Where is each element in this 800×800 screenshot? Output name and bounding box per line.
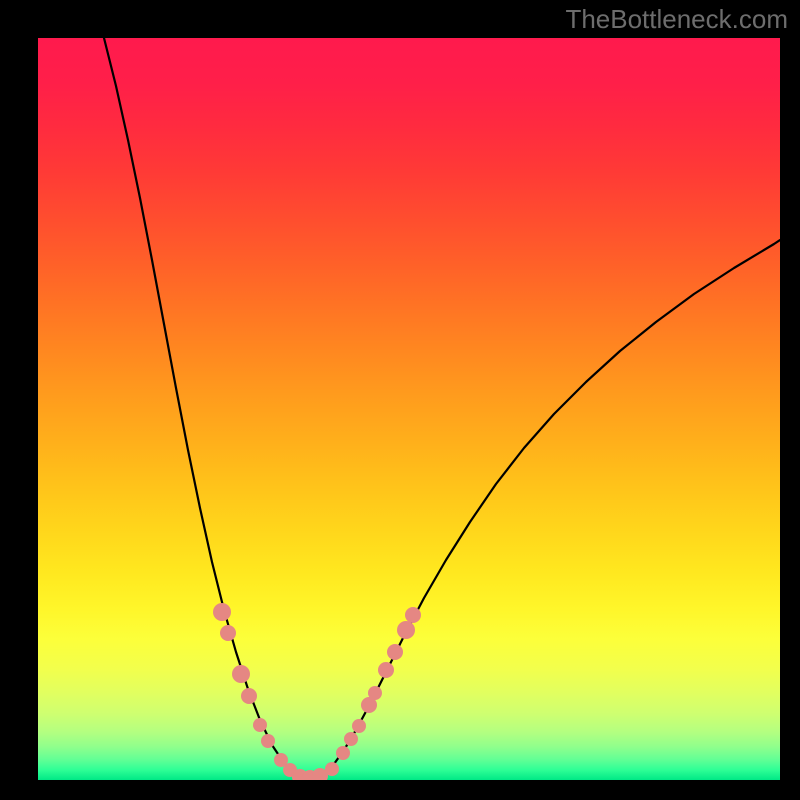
chart-stage: TheBottleneck.com	[0, 0, 800, 800]
gradient-background	[38, 38, 780, 780]
data-marker	[325, 762, 339, 776]
data-marker	[253, 718, 267, 732]
data-marker	[232, 665, 250, 683]
data-marker	[261, 734, 275, 748]
data-marker	[220, 625, 236, 641]
data-marker	[387, 644, 403, 660]
data-marker	[344, 732, 358, 746]
data-marker	[368, 686, 382, 700]
data-marker	[405, 607, 421, 623]
data-marker	[336, 746, 350, 760]
data-marker	[241, 688, 257, 704]
plot-svg	[38, 38, 780, 780]
data-marker	[378, 662, 394, 678]
plot-area	[38, 38, 780, 780]
data-marker	[213, 603, 231, 621]
data-marker	[397, 621, 415, 639]
data-marker	[352, 719, 366, 733]
watermark-text: TheBottleneck.com	[565, 4, 788, 35]
